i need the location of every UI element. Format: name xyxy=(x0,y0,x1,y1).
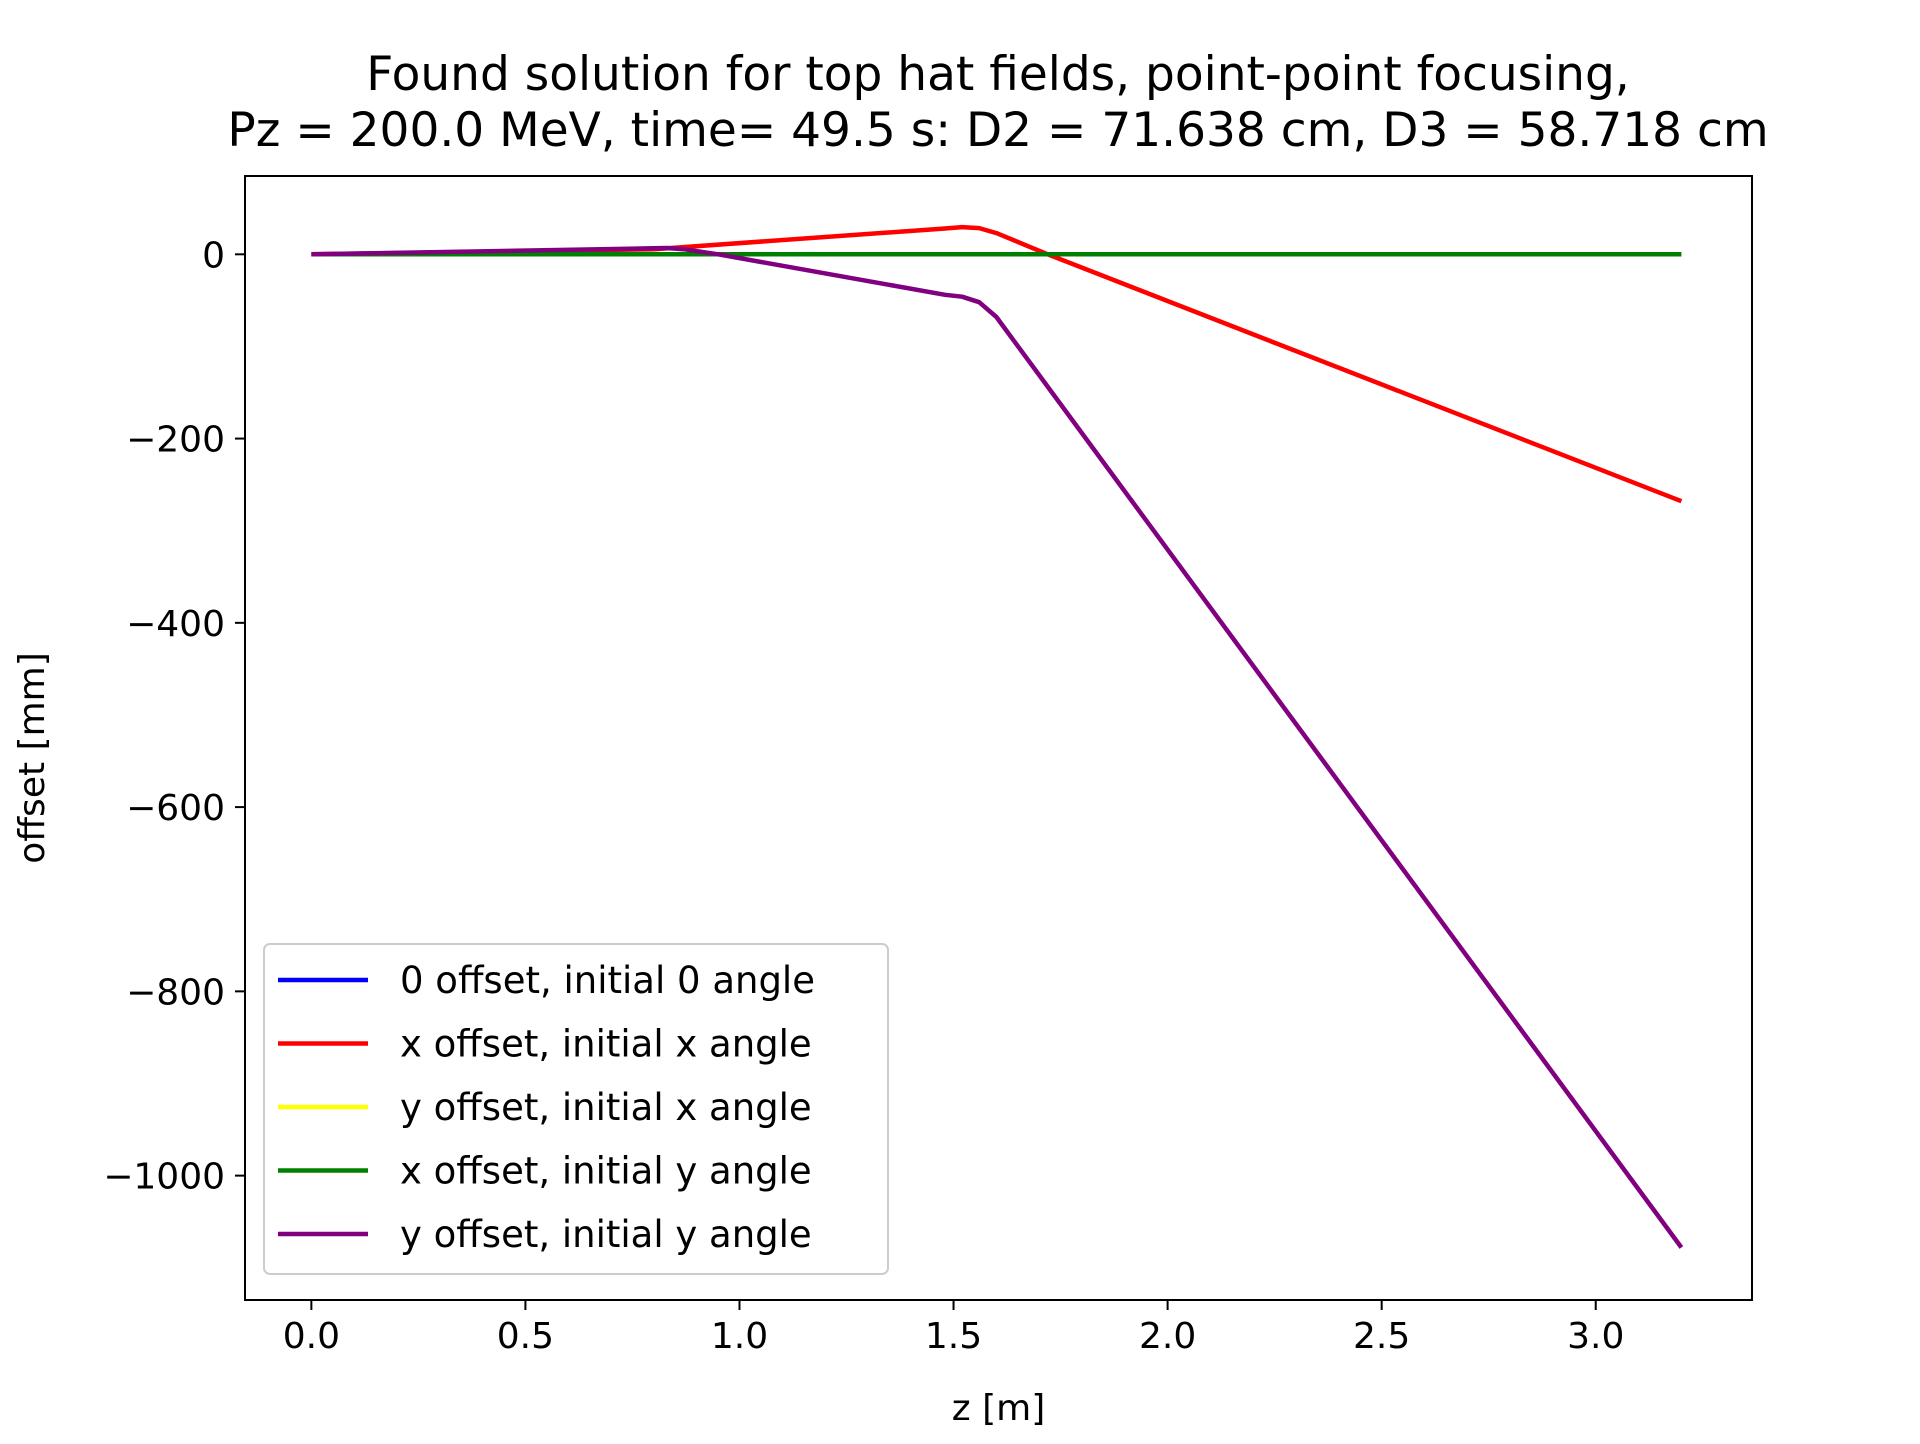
y-tick-label: −800 xyxy=(126,972,225,1013)
legend-label-3: y offset, initial x angle xyxy=(400,1086,812,1129)
y-tick-label: −400 xyxy=(126,604,225,645)
y-tick-label: 0 xyxy=(202,235,225,276)
series-line-2 xyxy=(311,224,1683,504)
chart-title-line-2: Pz = 200.0 MeV, time= 49.5 s: D2 = 71.63… xyxy=(227,103,1768,158)
legend: 0 offset, initial 0 angle x offset, initi… xyxy=(263,943,889,1275)
y-tick-label: −600 xyxy=(126,788,225,829)
x-axis-label: z [m] xyxy=(952,1388,1046,1429)
axes-frame xyxy=(244,175,1753,1301)
x-tick-label: 2.0 xyxy=(1139,1316,1196,1357)
legend-label-2: x offset, initial x angle xyxy=(400,1023,812,1066)
y-axis-label: offset [mm] xyxy=(12,652,53,864)
x-tick-label: 1.0 xyxy=(711,1316,768,1357)
series-line-5 xyxy=(311,245,1684,1249)
chart-title: Found solution for top hat fields, point… xyxy=(227,47,1768,158)
legend-label-5: y offset, initial y angle xyxy=(400,1213,812,1256)
x-tick-label: 3.0 xyxy=(1567,1316,1624,1357)
legend-box xyxy=(263,943,889,1275)
x-tick-label: 1.5 xyxy=(925,1316,982,1357)
y-axis-ticks: 0 −200 −400 −600 −800 −1000 xyxy=(103,235,245,1198)
series-lines xyxy=(311,224,1684,1249)
chart-title-line-1: Found solution for top hat fields, point… xyxy=(366,47,1629,102)
x-tick-label: 2.5 xyxy=(1353,1316,1410,1357)
x-tick-label: 0.5 xyxy=(497,1316,554,1357)
legend-label-1: 0 offset, initial 0 angle xyxy=(400,959,815,1002)
y-tick-label: −1000 xyxy=(103,1157,225,1198)
y-tick-label: −200 xyxy=(126,420,225,461)
x-axis-ticks: 0.0 0.5 1.0 1.5 2.0 2.5 3.0 xyxy=(283,1300,1624,1357)
x-tick-label: 0.0 xyxy=(283,1316,340,1357)
legend-label-4: x offset, initial y angle xyxy=(400,1150,812,1193)
